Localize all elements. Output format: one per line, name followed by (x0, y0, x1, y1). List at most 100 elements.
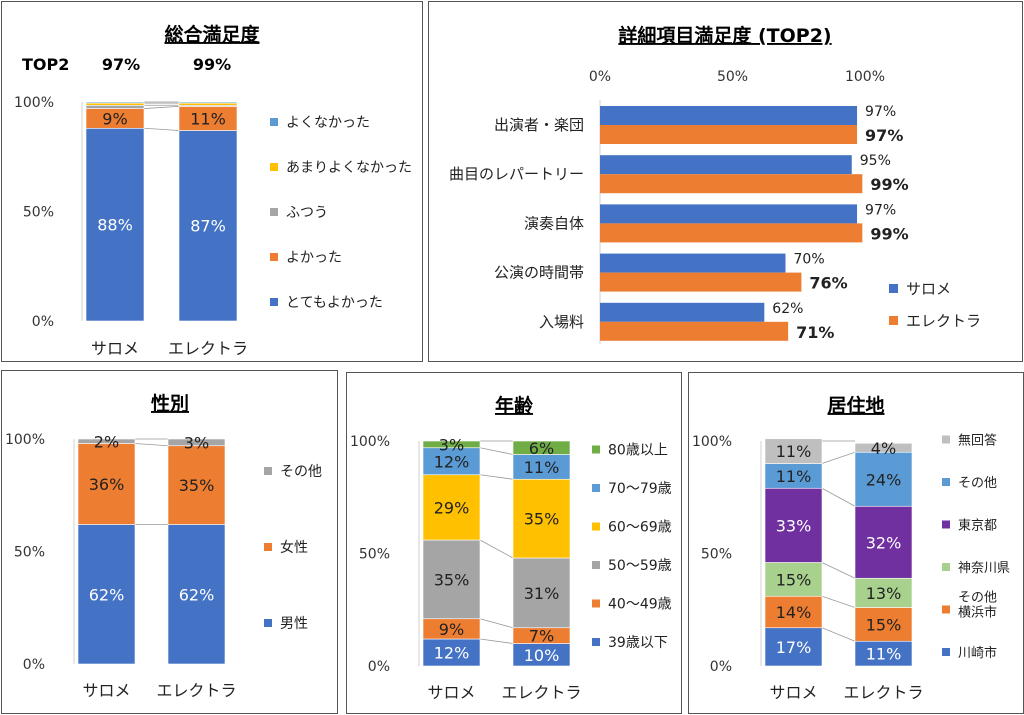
legend-marker (942, 605, 950, 614)
data-label: 4% (871, 439, 896, 458)
data-label: 10% (524, 646, 560, 665)
bar-segment (764, 595, 823, 629)
data-label: 36% (89, 475, 125, 494)
bar-segment (512, 557, 571, 629)
legend-label: 39歳以下 (608, 635, 668, 651)
bar-segment (764, 487, 823, 563)
residence-panel: 居住地 0% 50% 100% 17% 14% 15% 33% 11% 11% サロメ 11% 15% 1… (688, 372, 1024, 714)
bar-segment (85, 101, 145, 104)
gender-chart: 性別 0% 50% 100% 62% 36% 2% サロメ 62% 35% 3% エレクトラ 男性 女性 そ… (5, 392, 322, 700)
category-label: エレクトラ (501, 683, 581, 702)
bar-segment (764, 438, 823, 464)
bar-segment (422, 474, 481, 541)
series-connector-line (143, 127, 180, 131)
data-label: 35% (434, 570, 470, 589)
data-label: 62% (89, 585, 125, 604)
category-label: 入場料 (539, 313, 584, 331)
data-label: 99% (870, 224, 908, 243)
bar-segment (764, 463, 823, 489)
legend-label: 男性 (280, 616, 308, 632)
residence-chart: 居住地 0% 50% 100% 17% 14% 15% 33% 11% 11% サロメ 11% 15% 1… (692, 394, 1010, 702)
series-connector-line (143, 105, 180, 109)
data-label: 11% (866, 645, 902, 664)
gender-panel: 性別 0% 50% 100% 62% 36% 2% サロメ 62% 35% 3% エレクトラ 男性 女性 そ… (1, 370, 338, 714)
data-label: 35% (179, 476, 215, 495)
bar-segment (167, 438, 226, 447)
bar-segment (854, 607, 913, 642)
legend-marker (592, 484, 600, 492)
category-label: エレクトラ (843, 683, 923, 702)
series-connector-line (479, 539, 514, 559)
data-label: 12% (434, 452, 470, 471)
bar-segment (422, 638, 481, 667)
chart-title: 年齢 (495, 394, 534, 417)
series-connector-line (134, 443, 169, 447)
data-label: 11% (776, 442, 812, 461)
legend-marker (592, 561, 600, 569)
legend-marker (942, 520, 950, 529)
legend-marker (264, 543, 272, 551)
series-connector-line (821, 487, 856, 507)
y-tick-label: 50% (14, 545, 45, 561)
legend-label: 80歳以上 (608, 443, 668, 459)
bar-segment (85, 104, 145, 109)
chart-title: 詳細項目満足度 (TOP2) (618, 24, 831, 47)
data-label: 29% (434, 498, 470, 517)
bar-segment (178, 101, 238, 104)
bar-segment (178, 106, 238, 131)
bar (600, 204, 858, 224)
x-tick-label: 100% (845, 69, 885, 85)
data-label: 11% (524, 458, 560, 477)
data-label: 33% (776, 516, 812, 535)
bar-segment (77, 438, 136, 444)
series-connector-line (821, 562, 856, 579)
legend-marker (264, 619, 272, 627)
category-label: サロメ (427, 683, 475, 702)
data-label: 71% (796, 323, 834, 342)
legend-label: よくなかった (286, 115, 370, 131)
legend-label: その他 (958, 476, 997, 491)
bar (600, 321, 789, 341)
bar (600, 174, 863, 194)
bar-segment (854, 577, 913, 608)
data-label: 95% (860, 153, 891, 169)
legend-label: 70～79歳 (608, 481, 672, 497)
bar-segment (85, 102, 145, 106)
legend-label: 神奈川県 (958, 561, 1010, 576)
series-connector-line (479, 474, 514, 480)
y-tick-label: 50% (23, 205, 54, 221)
bar (600, 223, 863, 243)
data-label: 14% (776, 603, 812, 622)
bar (600, 106, 858, 125)
category-label: エレクトラ (156, 681, 236, 700)
category-label: 曲目のレパートリー (449, 165, 584, 183)
legend-label: 川崎市 (958, 645, 997, 661)
legend-marker (592, 638, 600, 646)
bar (600, 272, 802, 292)
legend-marker (270, 118, 278, 126)
category-label: サロメ (82, 681, 130, 700)
data-label: 15% (776, 570, 812, 589)
bar-segment (167, 524, 226, 665)
series-connector-line (479, 618, 514, 629)
legend-marker (270, 298, 278, 306)
bar-segment (764, 627, 823, 667)
bar-segment (512, 440, 571, 455)
legend-label: とてもよかった (286, 295, 383, 311)
legend-label: 50～59歳 (608, 558, 672, 574)
y-tick-label: 100% (350, 434, 390, 450)
series-connector-line (479, 638, 514, 644)
bar-segment (85, 127, 145, 322)
bar-segment (178, 102, 238, 106)
legend-marker (592, 599, 600, 608)
data-label: 3% (184, 433, 209, 452)
bar-segment (422, 539, 481, 620)
data-label: 87% (190, 217, 226, 236)
y-tick-label: 100% (692, 434, 732, 450)
legend-label: あまりよくなかった (286, 160, 412, 176)
data-label: 97% (865, 126, 903, 145)
category-label: サロメ (769, 683, 817, 702)
data-label: 9% (439, 620, 464, 639)
legend-label: サロメ (906, 280, 951, 298)
legend-label: 横浜市 (958, 605, 997, 621)
